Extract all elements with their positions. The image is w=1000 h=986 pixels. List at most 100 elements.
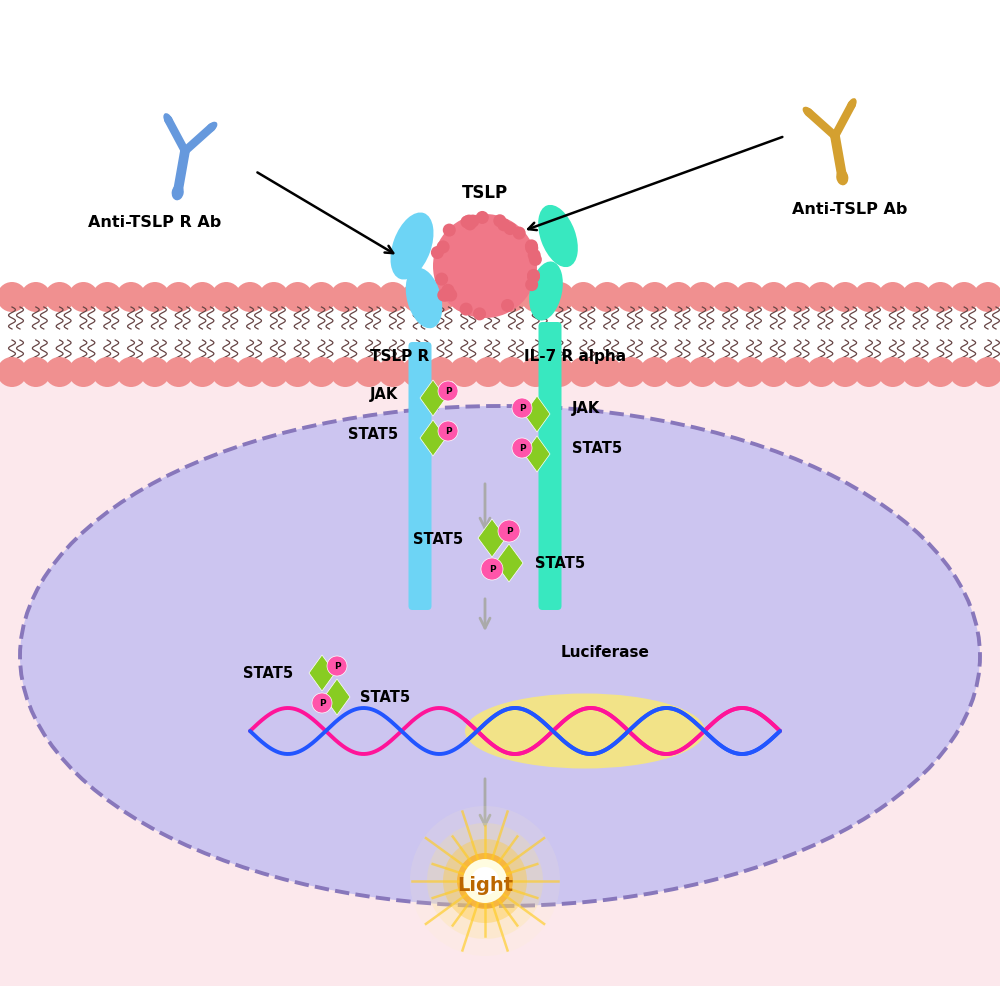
Text: Luciferase: Luciferase <box>561 644 649 660</box>
Circle shape <box>378 358 408 387</box>
Text: P: P <box>445 387 451 396</box>
Circle shape <box>439 289 452 303</box>
Circle shape <box>460 216 473 229</box>
Circle shape <box>687 358 717 387</box>
Circle shape <box>473 358 503 387</box>
Text: P: P <box>319 699 325 708</box>
Circle shape <box>460 304 473 317</box>
Circle shape <box>259 283 289 313</box>
Circle shape <box>211 283 241 313</box>
Text: STAT5: STAT5 <box>535 556 585 571</box>
Circle shape <box>211 358 241 387</box>
Circle shape <box>187 283 217 313</box>
Circle shape <box>283 358 313 387</box>
Circle shape <box>463 859 507 903</box>
Circle shape <box>259 358 289 387</box>
Circle shape <box>806 283 836 313</box>
Text: STAT5: STAT5 <box>413 531 463 546</box>
Circle shape <box>973 283 1000 313</box>
Circle shape <box>592 283 622 313</box>
Ellipse shape <box>529 262 563 321</box>
Circle shape <box>481 558 503 581</box>
Circle shape <box>21 358 51 387</box>
Circle shape <box>283 283 313 313</box>
Circle shape <box>735 283 765 313</box>
Circle shape <box>687 283 717 313</box>
Text: TSLP: TSLP <box>462 183 508 202</box>
Circle shape <box>187 358 217 387</box>
Circle shape <box>443 289 456 302</box>
Circle shape <box>664 358 694 387</box>
Ellipse shape <box>163 114 173 127</box>
Circle shape <box>545 283 575 313</box>
Circle shape <box>592 358 622 387</box>
Circle shape <box>431 246 444 259</box>
Circle shape <box>140 358 170 387</box>
Circle shape <box>164 283 194 313</box>
Circle shape <box>616 283 646 313</box>
Circle shape <box>925 358 955 387</box>
Circle shape <box>140 283 170 313</box>
Circle shape <box>0 358 27 387</box>
Circle shape <box>327 657 347 676</box>
Circle shape <box>783 358 813 387</box>
Bar <box>0 0 1000 302</box>
Circle shape <box>235 358 265 387</box>
Circle shape <box>427 823 543 939</box>
Circle shape <box>306 358 336 387</box>
Text: P: P <box>445 427 451 436</box>
Circle shape <box>783 283 813 313</box>
Circle shape <box>497 358 527 387</box>
Circle shape <box>235 283 265 313</box>
Circle shape <box>306 283 336 313</box>
Circle shape <box>425 358 455 387</box>
Circle shape <box>330 358 360 387</box>
Circle shape <box>504 223 517 236</box>
Ellipse shape <box>391 213 433 280</box>
Polygon shape <box>324 679 350 715</box>
Text: STAT5: STAT5 <box>572 441 622 457</box>
Text: P: P <box>519 404 525 413</box>
Circle shape <box>437 289 450 303</box>
Circle shape <box>973 358 1000 387</box>
Circle shape <box>512 439 532 458</box>
Circle shape <box>92 358 122 387</box>
Ellipse shape <box>406 268 442 329</box>
Ellipse shape <box>538 206 578 268</box>
Circle shape <box>568 358 598 387</box>
Text: STAT5: STAT5 <box>360 690 410 705</box>
Circle shape <box>521 358 551 387</box>
Circle shape <box>830 358 860 387</box>
Circle shape <box>378 283 408 313</box>
Circle shape <box>497 219 510 232</box>
Polygon shape <box>478 520 506 557</box>
Circle shape <box>457 853 513 909</box>
Circle shape <box>664 283 694 313</box>
Circle shape <box>528 249 541 262</box>
Circle shape <box>878 283 908 313</box>
FancyBboxPatch shape <box>538 322 562 610</box>
Circle shape <box>711 283 741 313</box>
Circle shape <box>438 382 458 401</box>
Circle shape <box>711 358 741 387</box>
Text: P: P <box>489 565 495 574</box>
Ellipse shape <box>836 171 848 186</box>
Ellipse shape <box>172 185 184 201</box>
Circle shape <box>438 422 458 442</box>
Circle shape <box>878 358 908 387</box>
Circle shape <box>501 300 514 313</box>
Circle shape <box>498 521 520 542</box>
Ellipse shape <box>206 122 217 134</box>
Circle shape <box>568 283 598 313</box>
Polygon shape <box>420 381 446 416</box>
Circle shape <box>45 283 75 313</box>
Ellipse shape <box>803 107 814 118</box>
Circle shape <box>312 693 332 713</box>
Polygon shape <box>420 421 446 457</box>
Circle shape <box>493 215 506 228</box>
Circle shape <box>902 283 932 313</box>
Circle shape <box>513 228 526 241</box>
Circle shape <box>949 358 979 387</box>
Circle shape <box>425 283 455 313</box>
Circle shape <box>443 839 527 923</box>
